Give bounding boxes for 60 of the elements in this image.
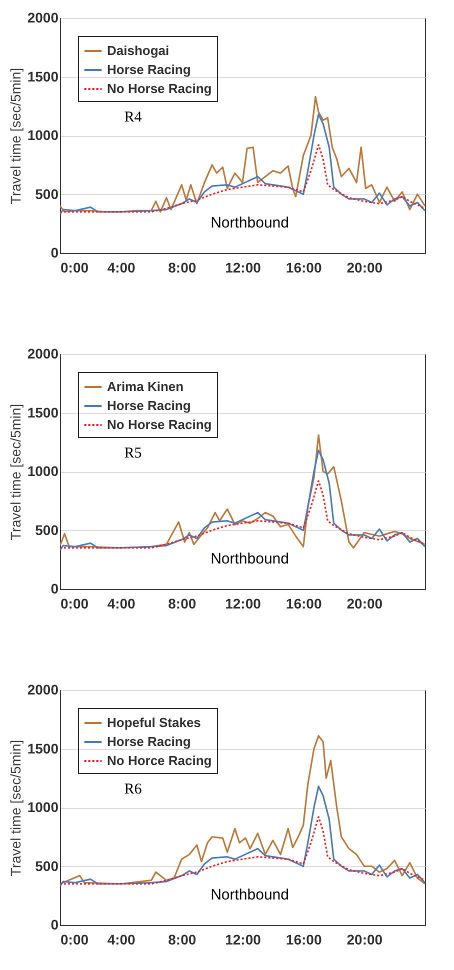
line-series [60, 816, 425, 885]
legend-label: Daishogai [107, 43, 170, 58]
line-series [60, 786, 425, 888]
y-axis-title: Travel time [sec/5min] [7, 404, 24, 540]
line-series [60, 450, 425, 552]
annotation: R5 [124, 446, 142, 462]
legend-label: No Horce Racing [107, 753, 212, 768]
annotation: Northbound [210, 886, 290, 904]
x-tick-label: 12:00 [225, 260, 262, 276]
y-tick-label: 0 [50, 916, 59, 932]
y-axis-title: Travel time [sec/5min] [7, 68, 24, 204]
line-series [60, 96, 425, 213]
legend-label: Hopeful Stakes [107, 715, 201, 730]
x-tick-label: 8:00 [168, 932, 196, 948]
y-tick-label: 1500 [27, 404, 59, 420]
legend-label: Horse Racing [107, 734, 191, 749]
x-tick-label: 12:00 [225, 596, 262, 612]
y-tick-label: 1000 [27, 127, 59, 143]
x-tick-label: 16:00 [286, 596, 322, 612]
x-tick-label: 8:00 [168, 596, 196, 612]
y-tick-label: 1500 [27, 68, 59, 84]
x-tick-label: 20:00 [346, 932, 383, 948]
annotation: R4 [124, 110, 142, 126]
legend-label: Horse Racing [107, 398, 191, 413]
y-tick-label: 2000 [27, 346, 59, 362]
y-tick-label: 500 [35, 522, 59, 538]
legend-label: Horse Racing [107, 62, 191, 77]
x-tick-label: 4:00 [107, 260, 136, 276]
x-tick-label: 0:00 [60, 932, 89, 948]
x-tick-label: 12:00 [225, 932, 262, 948]
legend-label: No Horse Racing [107, 81, 212, 96]
y-tick-label: 2000 [27, 10, 59, 26]
line-series [60, 735, 425, 885]
x-tick-label: 20:00 [346, 260, 383, 276]
annotation: Northbound [210, 550, 290, 568]
x-tick-label: 8:00 [168, 260, 196, 276]
y-tick-label: 500 [35, 186, 59, 202]
line-series [60, 434, 425, 549]
y-tick-label: 1500 [27, 740, 59, 756]
x-tick-label: 0:00 [60, 260, 89, 276]
y-axis-title: Travel time [sec/5min] [7, 740, 24, 876]
y-tick-label: 1000 [27, 799, 59, 815]
line-series [60, 114, 425, 216]
y-tick-label: 0 [50, 244, 59, 260]
annotation: R6 [124, 782, 142, 798]
legend-label: No Horse Racing [107, 417, 212, 432]
y-tick-label: 0 [50, 580, 59, 596]
legend-label: Arima Kinen [107, 379, 184, 394]
x-tick-label: 4:00 [107, 596, 136, 612]
y-tick-label: 500 [35, 858, 59, 874]
x-tick-label: 16:00 [286, 260, 322, 276]
y-tick-label: 2000 [27, 682, 59, 698]
x-tick-label: 0:00 [60, 596, 89, 612]
y-tick-label: 1000 [27, 463, 59, 479]
line-series [60, 144, 425, 213]
annotation: Northbound [210, 214, 290, 232]
x-tick-label: 16:00 [286, 932, 322, 948]
x-tick-label: 20:00 [346, 596, 383, 612]
line-series [60, 480, 425, 549]
x-tick-label: 4:00 [107, 932, 136, 948]
